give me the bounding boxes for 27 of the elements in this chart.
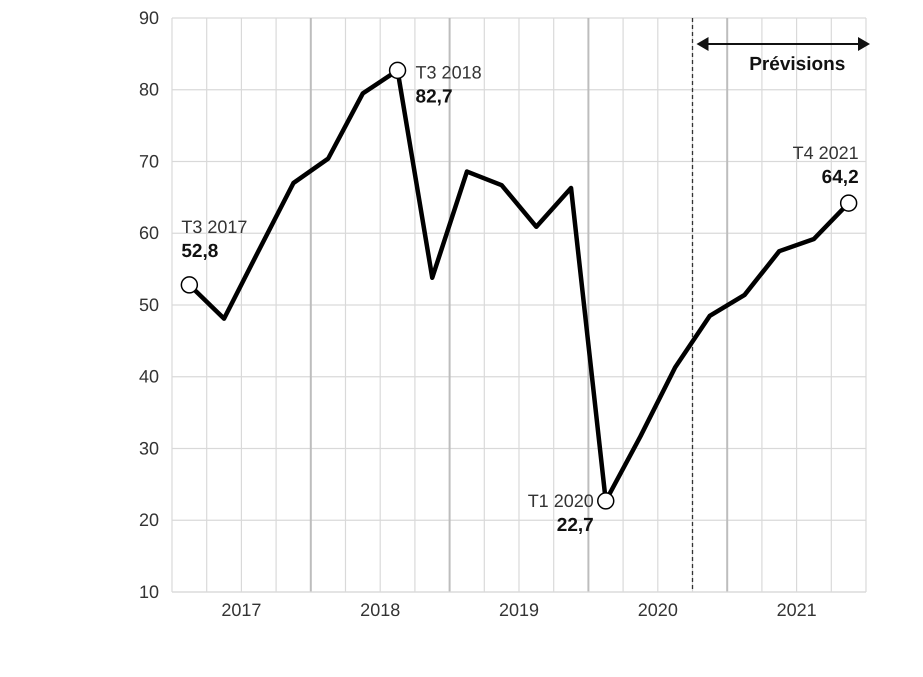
annotation: Prévisions bbox=[749, 54, 846, 75]
annotation: T1 2020 bbox=[528, 490, 594, 511]
point bbox=[597, 492, 614, 510]
y-tick-label: 10 bbox=[138, 582, 159, 602]
y-tick-label: 40 bbox=[138, 366, 159, 387]
y-tick-label: 20 bbox=[138, 510, 159, 530]
y-tick-label: 90 bbox=[138, 8, 159, 28]
point bbox=[180, 276, 198, 294]
point bbox=[388, 62, 406, 80]
data-label: 52,8 bbox=[181, 240, 218, 262]
y-tick-label: 50 bbox=[138, 294, 159, 315]
data-label: 82,7 bbox=[416, 86, 453, 108]
y-tick-label: 30 bbox=[138, 438, 159, 458]
y-tick-label: 60 bbox=[138, 223, 159, 244]
x-tick-label: 2020 bbox=[638, 600, 678, 620]
y-tick-label: 70 bbox=[138, 151, 159, 172]
annotation: T4 2021 bbox=[792, 143, 859, 164]
point bbox=[840, 194, 858, 212]
annotation: T3 2017 bbox=[181, 216, 248, 237]
x-tick-label: 2021 bbox=[776, 600, 817, 620]
annotation: T3 2018 bbox=[416, 62, 482, 82]
y-tick-label: 80 bbox=[138, 80, 159, 100]
x-tick-label: 2018 bbox=[360, 600, 400, 620]
data-label: 22,7 bbox=[556, 514, 594, 536]
x-tick-label: 2017 bbox=[221, 600, 262, 620]
x-tick-label: 2019 bbox=[498, 600, 540, 620]
data-label: 64,2 bbox=[822, 167, 859, 188]
